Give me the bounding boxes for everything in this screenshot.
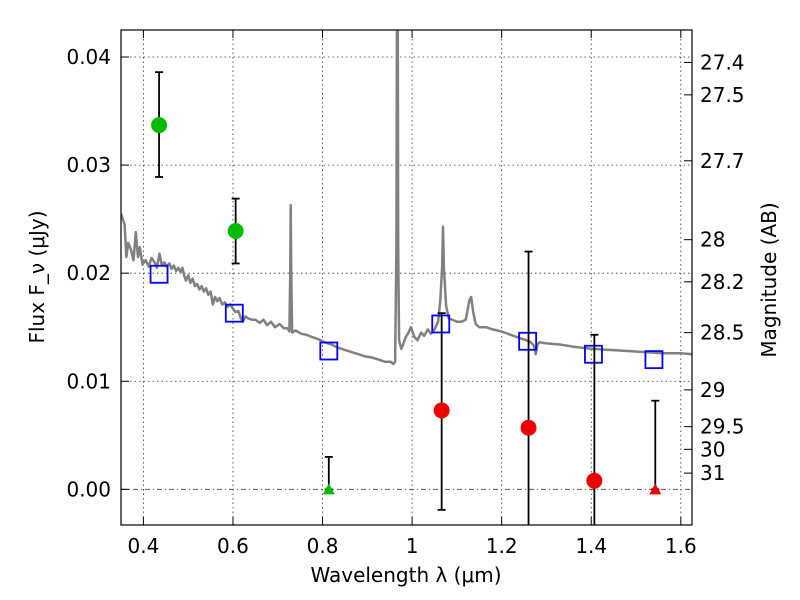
plot-frame	[120, 29, 693, 526]
y-tick-label: 0.04	[66, 45, 111, 69]
y-axis-title: Flux F_ν (μJy)	[25, 210, 49, 343]
axis-layer: 0.4 0.6 0.8 1 1.2 1.4 1.6 0.00 0.01 0.02 0.03 0.04 2…	[66, 30, 745, 558]
right-tick-label: 28.2	[700, 270, 745, 294]
x-axis-title: Wavelength λ (μm)	[310, 563, 501, 587]
y-tick-label: 0.03	[66, 153, 111, 177]
right-tick-label: 27.7	[700, 149, 745, 173]
right-tick-label: 27.4	[700, 50, 745, 74]
non-detections-point	[520, 419, 537, 436]
x-tick-label: 1.4	[575, 534, 607, 558]
detections-point	[227, 223, 244, 240]
right-tick-label: 31	[700, 461, 725, 485]
red-upper-limit-triangle	[649, 483, 662, 495]
x-tick-label: 1.6	[665, 534, 697, 558]
right-tick-label: 27.5	[700, 83, 745, 107]
right-tick-label: 30	[700, 437, 725, 461]
x-tick-label: 0.6	[217, 534, 249, 558]
right-tick-label: 28	[700, 228, 725, 252]
non-detections-point	[586, 472, 603, 489]
model-photometry-square	[149, 264, 169, 284]
y-tick-label: 0.01	[66, 369, 111, 393]
x-tick-label: 1	[406, 534, 419, 558]
y-tick-label: 0.00	[66, 477, 111, 501]
model-photometry-square	[224, 303, 244, 323]
right-tick-label: 29	[700, 378, 725, 402]
right-tick-label: 28.5	[700, 321, 745, 345]
y-tick-label: 0.02	[66, 261, 111, 285]
right-axis-title: Magnitude (AB)	[757, 202, 781, 357]
detections-point	[151, 117, 168, 134]
upper-limits-triangle	[322, 483, 335, 495]
x-tick-label: 0.4	[127, 534, 159, 558]
grid-layer	[121, 30, 692, 525]
x-tick-label: 0.8	[307, 534, 339, 558]
x-tick-label: 1.2	[486, 534, 518, 558]
model-photometry-square	[644, 350, 664, 370]
non-detections-point	[433, 402, 450, 419]
right-tick-label: 29.5	[700, 415, 745, 439]
plot-layer	[121, 30, 692, 525]
model-photometry-square	[319, 341, 339, 361]
model-sed-line	[121, 30, 692, 366]
